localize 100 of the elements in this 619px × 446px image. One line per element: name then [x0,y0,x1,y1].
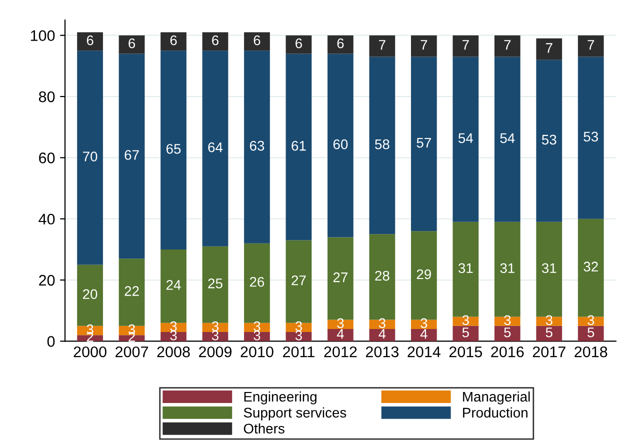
data-label: 70 [83,152,98,162]
y-tick-label: 0 [47,336,55,347]
bar [160,32,186,51]
data-label: 3 [420,318,428,328]
data-label: 6 [86,35,94,46]
data-label: 24 [166,280,181,290]
data-label: 53 [542,134,556,145]
data-label: 61 [292,140,306,151]
data-label: 3 [337,318,344,328]
bar [536,38,562,60]
bar [410,56,437,232]
legend-label: Production [463,407,528,418]
data-label: 3 [212,321,218,332]
data-label: 31 [458,263,473,274]
bar [244,332,270,342]
x-tick-label: 2018 [574,346,608,358]
data-label: 3 [254,321,260,332]
x-tick-label: 2013 [366,346,399,358]
bar [452,35,479,57]
x-tick-label: 2012 [324,346,357,358]
data-label: 5 [462,328,469,338]
data-label: 57 [416,138,431,148]
data-label: 4 [378,329,386,339]
data-label: 6 [212,35,218,46]
bar [328,328,354,342]
data-label: 3 [546,315,552,326]
data-label: 7 [546,43,552,53]
bar [410,35,437,57]
data-label: 64 [208,142,223,152]
data-label: 22 [124,286,139,296]
bar [244,243,270,323]
bar [369,234,396,320]
data-label: 20 [83,289,98,300]
bar [410,328,437,342]
data-label: 3 [462,315,469,326]
bar [494,35,520,57]
x-tick-label: 2009 [199,346,232,358]
bar [536,316,562,326]
bar [202,246,228,323]
data-label: 27 [333,272,348,282]
data-label: 7 [420,40,428,50]
bar [536,326,562,342]
data-label: 7 [379,40,386,50]
data-label: 6 [128,38,136,48]
bar [369,320,396,329]
bar [494,222,520,317]
x-tick-label: 2017 [532,346,566,358]
x-tick-label: 2008 [157,346,190,358]
data-label: 3 [170,330,177,340]
bar [244,32,270,51]
data-label: 3 [504,315,511,326]
data-label: 58 [375,139,390,150]
data-label: 7 [504,40,511,50]
y-tick-label: 100 [30,30,55,42]
data-label: 4 [420,329,428,339]
bar [452,56,479,222]
data-label: 29 [416,269,431,280]
bar [77,264,103,326]
data-label: 32 [584,262,598,272]
data-label: 6 [170,35,177,46]
bar [286,35,312,54]
legend-label: Support services [244,407,346,420]
x-tick-label: 2007 [116,346,148,358]
bar [286,240,312,323]
data-label: 6 [254,35,260,46]
y-tick-label: 60 [39,152,55,164]
bar [494,326,520,342]
bar [578,316,604,326]
y-tick-label: 20 [39,274,55,286]
data-label: 63 [250,140,264,151]
x-tick-label: 2010 [240,346,274,358]
bar [452,222,479,317]
x-tick-label: 2011 [283,346,314,358]
bar [578,326,604,342]
bar [410,231,437,320]
data-label: 4 [336,329,344,339]
data-label: 3 [212,330,218,340]
bar [244,50,270,244]
bar [160,50,186,250]
bar [328,320,354,329]
x-tick-label: 2016 [491,346,524,358]
bar [369,35,396,57]
bar [494,56,520,222]
bar [536,222,562,317]
bar [77,50,103,265]
data-label: 3 [295,330,302,340]
bar [452,316,479,326]
data-label: 54 [500,133,515,144]
data-label: 25 [208,278,222,288]
bar [328,237,354,320]
bar [77,32,103,51]
data-label: 3 [254,330,260,340]
data-label: 31 [542,263,556,274]
bar [578,218,604,317]
x-tick-label: 2015 [449,346,482,358]
data-label: 7 [588,40,594,50]
data-label: 3 [170,321,177,332]
data-label: 5 [588,328,594,338]
data-label: 60 [333,139,348,150]
bar [452,326,479,342]
